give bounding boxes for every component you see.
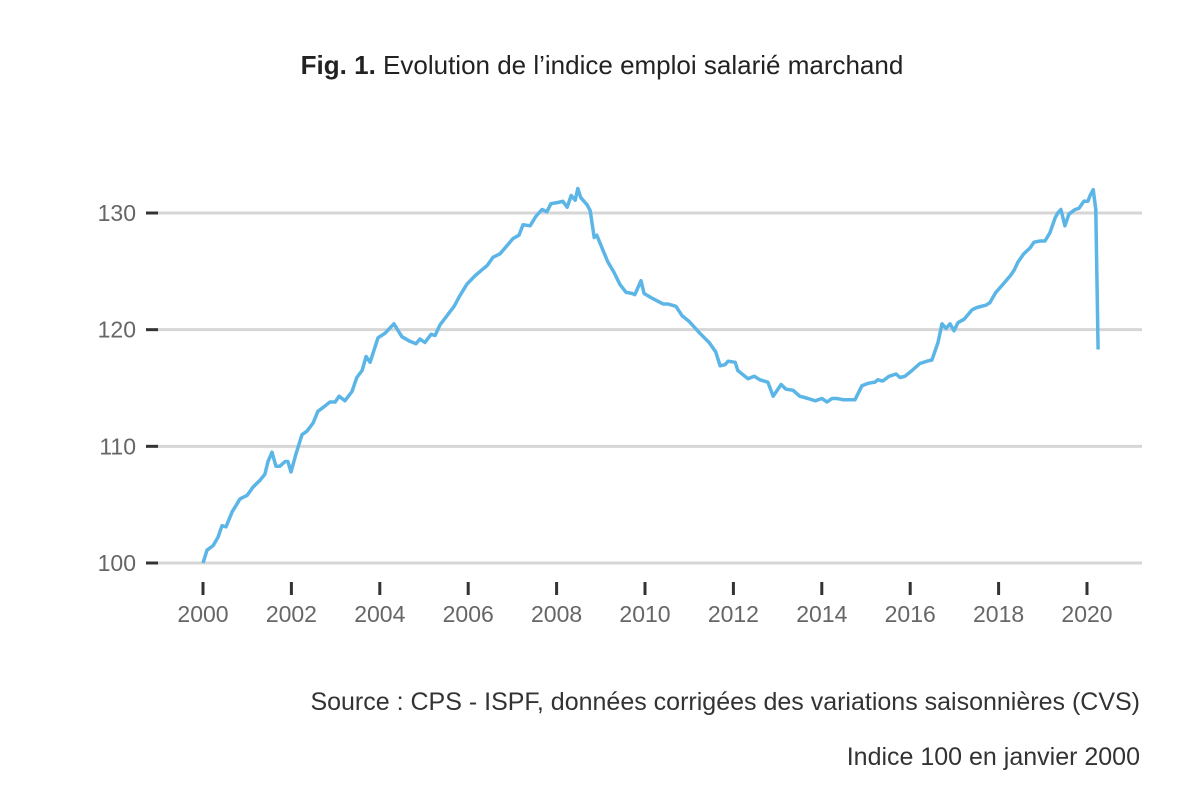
y-tick-label: 110 [99,433,136,459]
x-tick-label: 2010 [619,601,670,627]
y-tick-label: 120 [98,317,136,343]
y-tick-label: 100 [98,550,136,576]
series-line [201,186,1100,564]
y-tick-label: 130 [98,200,136,226]
figure-number: Fig. 1. [300,50,376,80]
x-tick-label: 2012 [708,601,759,627]
chart-title-text: Evolution de l’indice emploi salarié mar… [383,50,904,80]
source-note: Source : CPS - ISPF, données corrigées d… [310,688,1140,716]
chart-title: Fig. 1. Evolution de l’indice emploi sal… [0,50,1204,81]
x-tick-label: 2004 [354,601,405,627]
x-tick-label: 2002 [266,601,317,627]
index-note: Indice 100 en janvier 2000 [846,743,1140,771]
x-tick-label: 2006 [443,601,494,627]
x-tick-label: 2014 [796,601,847,627]
x-tick-label: 2000 [177,601,228,627]
x-tick-label: 2016 [885,601,936,627]
x-tick-label: 2008 [531,601,582,627]
x-tick-label: 2018 [973,601,1024,627]
x-tick-label: 2020 [1061,601,1112,627]
